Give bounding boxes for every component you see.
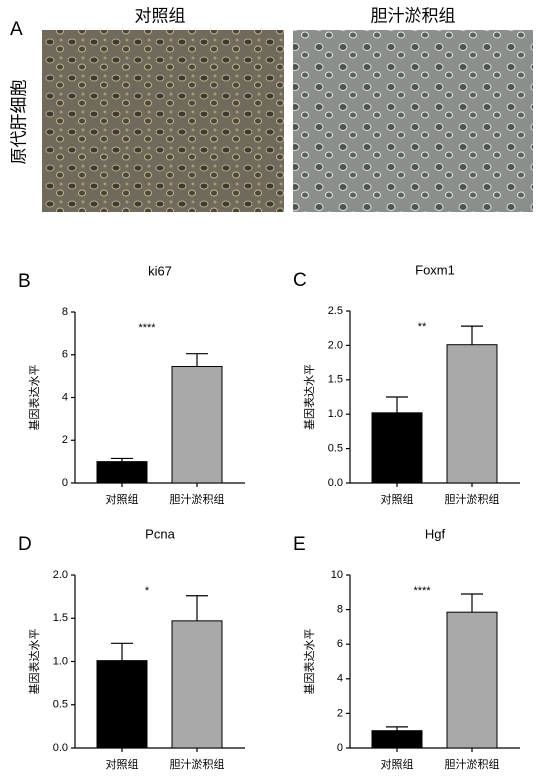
panel-letter: A bbox=[10, 19, 23, 40]
bar bbox=[446, 344, 498, 484]
y-tick-label: 2.0 bbox=[53, 569, 68, 581]
y-tick-label: 4 bbox=[62, 391, 68, 403]
bar bbox=[371, 730, 423, 749]
y-tick-label: 1.0 bbox=[53, 655, 68, 667]
chart-title: ki67 bbox=[148, 263, 172, 278]
y-tick-label: 2.0 bbox=[328, 339, 343, 351]
y-tick-label: 2 bbox=[62, 434, 68, 446]
y-tick-label: 4 bbox=[337, 673, 343, 685]
y-tick-label: 0.5 bbox=[53, 699, 68, 711]
y-tick-label: 0.0 bbox=[53, 742, 68, 754]
y-tick-label: 1.5 bbox=[53, 612, 68, 624]
y-tick-label: 0 bbox=[62, 477, 68, 489]
y-tick-label: 0.0 bbox=[328, 477, 343, 489]
y-axis-label: 基因表达水平 bbox=[27, 365, 41, 431]
panel-letter: E bbox=[293, 534, 306, 555]
y-axis-label: 基因表达水平 bbox=[302, 364, 316, 430]
panel-letter: C bbox=[293, 270, 307, 291]
bar bbox=[96, 660, 148, 749]
y-tick-label: 0.5 bbox=[328, 443, 343, 455]
y-tick-label: 0 bbox=[337, 742, 343, 754]
y-tick-label: 1.5 bbox=[328, 374, 343, 386]
panel-letter: B bbox=[18, 271, 31, 292]
y-tick-label: 8 bbox=[62, 306, 68, 318]
x-tick-label: 对照组 bbox=[381, 492, 414, 506]
bar bbox=[171, 620, 223, 749]
x-tick-label: 胆汁淤积组 bbox=[170, 492, 225, 506]
y-tick-label: 2 bbox=[337, 707, 343, 719]
significance: ** bbox=[418, 321, 427, 333]
chart-title: Foxm1 bbox=[415, 262, 455, 277]
bar bbox=[446, 611, 498, 749]
bar bbox=[371, 412, 423, 484]
y-tick-label: 2.5 bbox=[328, 305, 343, 317]
y-tick-label: 6 bbox=[62, 349, 68, 361]
x-tick-label: 对照组 bbox=[381, 757, 414, 771]
micrograph-control bbox=[42, 30, 284, 212]
y-axis-label: 基因表达水平 bbox=[27, 629, 41, 695]
bar bbox=[96, 461, 148, 484]
y-tick-label: 6 bbox=[337, 638, 343, 650]
row-label: 原代肝细胞 bbox=[9, 80, 28, 165]
x-tick-label: 对照组 bbox=[106, 492, 139, 506]
y-axis-label: 基因表达水平 bbox=[302, 629, 316, 695]
y-tick-label: 1.0 bbox=[328, 408, 343, 420]
x-tick-label: 胆汁淤积组 bbox=[445, 757, 500, 771]
x-tick-label: 胆汁淤积组 bbox=[170, 757, 225, 771]
significance: * bbox=[145, 585, 150, 597]
y-tick-label: 10 bbox=[331, 569, 343, 581]
significance: **** bbox=[413, 585, 431, 597]
chart-title: Pcna bbox=[145, 526, 175, 541]
y-tick-label: 8 bbox=[337, 604, 343, 616]
column-label: 胆汁淤积组 bbox=[371, 6, 456, 25]
micrograph-cholestasis bbox=[293, 30, 533, 212]
panel-letter: D bbox=[18, 534, 32, 555]
bar bbox=[171, 366, 223, 484]
significance: **** bbox=[138, 322, 156, 334]
chart-title: Hgf bbox=[425, 526, 446, 541]
x-tick-label: 胆汁淤积组 bbox=[445, 492, 500, 506]
column-label: 对照组 bbox=[135, 6, 186, 25]
x-tick-label: 对照组 bbox=[106, 757, 139, 771]
